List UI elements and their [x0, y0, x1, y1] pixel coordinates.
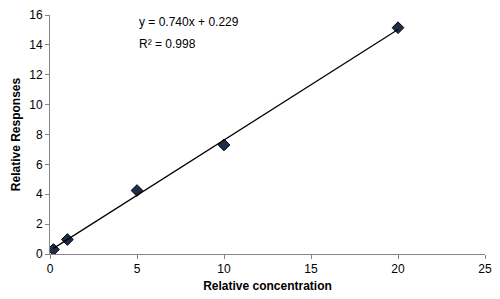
svg-text:y = 0.740x + 0.229: y = 0.740x + 0.229: [139, 15, 239, 29]
svg-text:16: 16: [29, 8, 43, 22]
svg-text:10: 10: [217, 262, 231, 276]
svg-text:5: 5: [134, 262, 141, 276]
svg-text:Relative concentration: Relative concentration: [203, 279, 332, 293]
svg-text:R² = 0.998: R² = 0.998: [139, 37, 196, 51]
svg-text:6: 6: [36, 158, 43, 172]
svg-text:Relative Responses: Relative Responses: [9, 77, 23, 191]
svg-text:15: 15: [304, 262, 318, 276]
svg-text:20: 20: [391, 262, 405, 276]
svg-text:14: 14: [29, 38, 43, 52]
svg-text:12: 12: [29, 68, 43, 82]
svg-text:25: 25: [478, 262, 492, 276]
svg-text:4: 4: [36, 187, 43, 201]
svg-text:2: 2: [36, 217, 43, 231]
svg-text:10: 10: [29, 98, 43, 112]
svg-text:8: 8: [36, 128, 43, 142]
svg-text:0: 0: [47, 262, 54, 276]
svg-text:0: 0: [36, 247, 43, 261]
